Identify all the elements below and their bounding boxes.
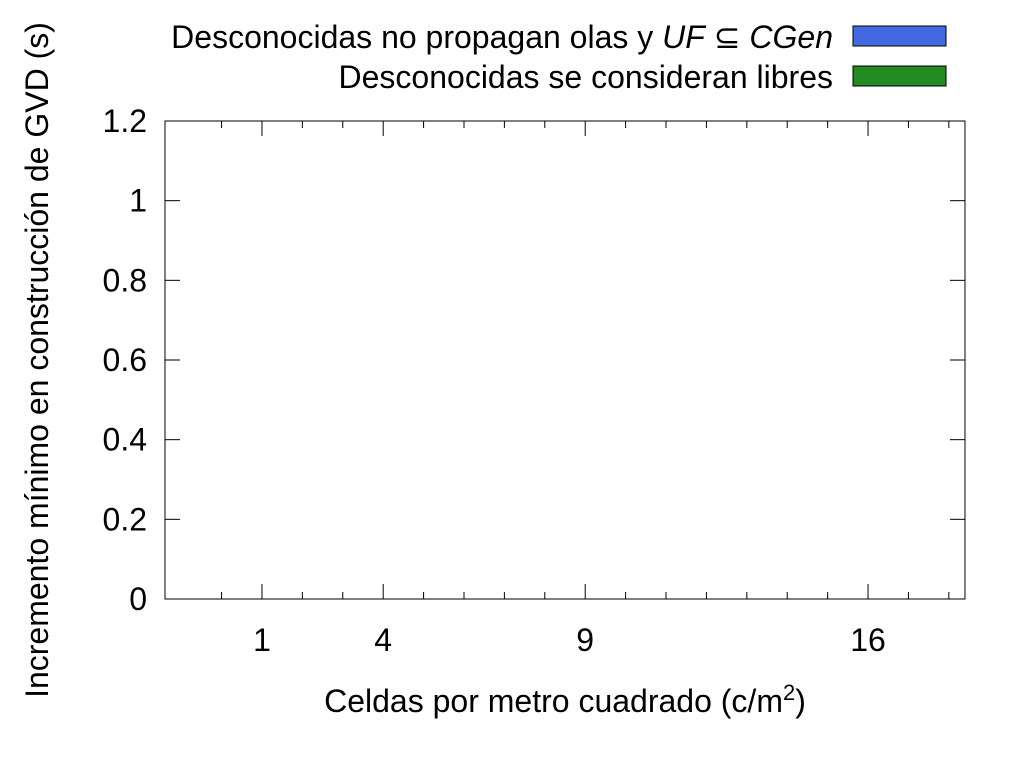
legend-swatch-series-1	[852, 25, 947, 47]
x-axis-title: Celdas por metro cuadrado (c/m2)	[324, 680, 806, 719]
x-tick-label: 16	[850, 622, 886, 658]
x-tick-label: 9	[576, 622, 594, 658]
y-tick-label: 0	[129, 581, 147, 617]
y-tick-label: 0.4	[103, 422, 147, 458]
y-tick-label: 0.2	[103, 501, 147, 537]
legend: Desconocidas no propagan olas y UF ⊆ CGe…	[171, 19, 947, 95]
legend-label-series-1: Desconocidas no propagan olas y UF ⊆ CGe…	[171, 19, 833, 55]
plot-frame	[164, 120, 966, 600]
x-axis: 1 4 9 16	[221, 121, 950, 658]
y-axis-title: Incremento mínimo en construcción de GVD…	[19, 22, 55, 698]
y-tick-label: 0.8	[103, 262, 147, 298]
x-tick-label: 1	[253, 622, 271, 658]
y-tick-label: 1	[129, 183, 147, 219]
x-tick-label: 4	[374, 622, 392, 658]
legend-label-series-2: Desconocidas se consideran libres	[339, 59, 833, 95]
y-tick-label: 0.6	[103, 342, 147, 378]
y-tick-label: 1.2	[103, 103, 147, 139]
legend-swatch-series-2	[852, 65, 947, 87]
y-axis: 0 0.2 0.4 0.6 0.8 1 1.2	[103, 103, 965, 617]
